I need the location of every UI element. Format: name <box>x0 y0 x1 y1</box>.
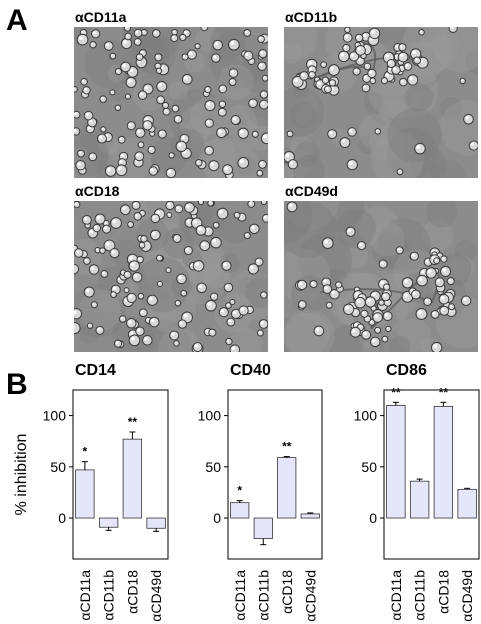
y-tick-label: 0 <box>369 510 377 526</box>
significance-mark: ** <box>282 440 292 454</box>
bar <box>75 469 95 519</box>
micrograph-cd11b <box>284 27 478 178</box>
micrograph-label-cd11b: αCD11b <box>285 9 338 25</box>
y-tick-label: 50 <box>361 459 377 475</box>
chart-title-cd14: CD14 <box>75 362 116 379</box>
significance-mark: ** <box>128 415 138 429</box>
chart-frame-cd40 <box>227 389 323 560</box>
bar <box>386 404 406 519</box>
category-label: αCD11a <box>77 570 93 621</box>
category-label: αCD11a <box>232 570 248 621</box>
y-tick-label: 100 <box>43 408 67 424</box>
category-label: αCD11b <box>255 570 271 621</box>
y-tick-label: 0 <box>213 510 221 526</box>
bar <box>146 517 166 529</box>
micrograph-cd18 <box>74 201 268 352</box>
category-label: αCD18 <box>435 570 451 614</box>
category-label: αCD49d <box>148 570 164 622</box>
category-label: αCD18 <box>124 570 140 614</box>
chart-title-cd40: CD40 <box>230 362 271 379</box>
category-label: αCD11b <box>412 570 428 621</box>
micrograph-cd11a <box>74 27 268 178</box>
bar <box>230 502 250 519</box>
y-tick-label: 100 <box>354 408 378 424</box>
significance-mark: ** <box>439 385 449 399</box>
chart-frame-cd14 <box>72 389 169 560</box>
y-tick-label: 100 <box>198 408 222 424</box>
panel-b-letter: B <box>6 368 28 401</box>
bar <box>433 405 454 519</box>
bar <box>253 517 273 539</box>
bar <box>122 438 143 519</box>
micrograph-label-cd18: αCD18 <box>75 183 120 199</box>
category-label: αCD11b <box>101 570 117 621</box>
y-tick-label: 0 <box>58 510 66 526</box>
y-tick-label: 50 <box>50 459 66 475</box>
y-axis-label: % inhibition <box>13 434 30 516</box>
panel-a-letter: A <box>6 4 28 37</box>
category-label: αCD49d <box>459 570 475 622</box>
bar <box>98 517 119 528</box>
bar <box>457 488 477 519</box>
significance-mark: * <box>237 484 242 498</box>
bar-charts: CD14 100 50 0 % inhibition * αCD11a αCD11b ** αCD… <box>13 362 480 622</box>
significance-mark: ** <box>391 385 401 399</box>
micrograph-cd49d <box>284 201 478 352</box>
category-label: αCD49d <box>302 570 318 622</box>
significance-mark: * <box>83 445 88 459</box>
micrograph-label-cd49d: αCD49d <box>285 183 338 199</box>
bar <box>277 457 297 519</box>
category-label: αCD18 <box>279 570 295 614</box>
bar <box>300 513 320 519</box>
chart-title-cd86: CD86 <box>386 362 427 379</box>
category-label: αCD11a <box>388 570 404 621</box>
micrograph-label-cd11a: αCD11a <box>75 9 127 25</box>
bar <box>409 480 430 519</box>
y-tick-label: 50 <box>205 459 221 475</box>
chart-frame-cd86 <box>383 389 480 560</box>
